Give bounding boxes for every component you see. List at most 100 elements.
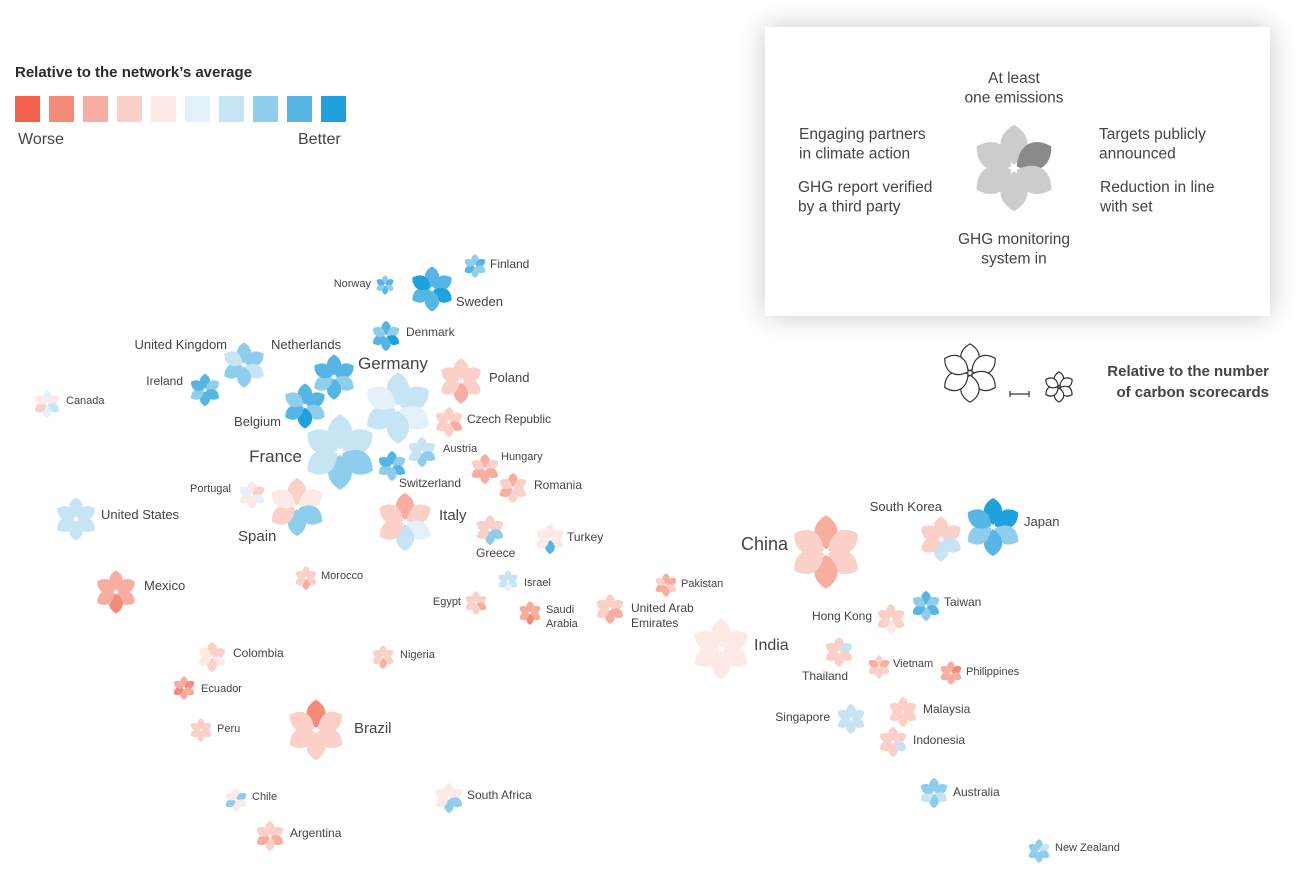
scale-swatch-10	[321, 96, 346, 122]
flower-canada-petal-5	[34, 403, 47, 413]
flower-ireland-petal-6	[190, 380, 204, 391]
label-morocco: Morocco	[321, 570, 363, 582]
flower-portugal-petal-5	[239, 494, 252, 504]
flower-greece-petal-5	[476, 529, 490, 540]
flower-belgium	[285, 383, 325, 429]
flower-norway	[376, 275, 394, 295]
flower-malaysia	[889, 696, 917, 728]
flower-south-africa	[435, 782, 463, 814]
size-key-large-flower-petal-6	[944, 354, 969, 376]
label-united-kingdom: United Kingdom	[135, 337, 228, 352]
flower-chile-petal-6	[225, 792, 236, 801]
flower-philippines-petal-6	[940, 665, 951, 674]
flower-turkey-petal-2	[550, 529, 564, 540]
label-philippines: Philippines	[966, 666, 1020, 678]
label-united-arab-emirates: United Arab Emirates	[631, 601, 694, 630]
scale-swatch-8	[253, 96, 278, 122]
flower-japan-petal-2	[994, 509, 1019, 529]
flower-hungary-petal-2	[485, 459, 499, 470]
flower-singapore-petal-2	[851, 709, 865, 720]
flower-saudi-arabia-petal-5	[519, 612, 530, 621]
flower-united-kingdom-petal-2	[245, 351, 264, 367]
key-flower-petal-6	[976, 141, 1012, 171]
flower-united-states-petal-5	[57, 517, 75, 533]
flower-austria-petal-5	[408, 451, 422, 462]
flower-morocco-petal-5	[295, 577, 306, 586]
scale-swatch-6	[185, 96, 210, 122]
scale-better-label: Better	[298, 131, 341, 148]
flower-pakistan	[655, 573, 677, 597]
flower-peru-petal-2	[201, 722, 212, 731]
flower-colombia	[198, 641, 226, 673]
label-brazil: Brazil	[354, 720, 392, 737]
flower-singapore	[837, 703, 865, 735]
flower-hungary-petal-5	[471, 468, 485, 479]
flower-morocco	[295, 566, 317, 590]
label-australia: Australia	[953, 785, 1000, 799]
flower-india-petal-2	[722, 630, 748, 651]
key-petal-label-4: GHG monitoring system in	[958, 231, 1070, 267]
flower-new-zealand-petal-5	[1028, 850, 1039, 859]
flower-germany	[367, 372, 429, 444]
label-united-states: United States	[101, 507, 180, 522]
flower-singapore-petal-6	[837, 709, 851, 720]
label-hong-kong: Hong Kong	[812, 609, 872, 623]
flower-mexico-petal-6	[97, 578, 115, 594]
petal-key: At least one emissions Targets publicly ann…	[798, 70, 1215, 267]
flower-argentina-petal-2	[270, 826, 284, 837]
flower-belgium-petal-6	[285, 392, 304, 408]
flower-italy-petal-6	[379, 504, 404, 524]
flower-malaysia-petal-6	[889, 702, 903, 713]
flower-argentina-petal-5	[256, 835, 270, 846]
flower-india-petal-6	[694, 630, 720, 651]
label-finland: Finland	[490, 257, 529, 271]
flower-south-korea-petal-2	[942, 525, 961, 541]
scale-swatch-4	[117, 96, 142, 122]
label-denmark: Denmark	[406, 325, 456, 339]
flower-israel-petal-5	[498, 580, 508, 588]
label-portugal: Portugal	[190, 483, 231, 495]
label-colombia: Colombia	[233, 646, 284, 660]
flower-united-arab-emirates-petal-2	[610, 599, 624, 610]
flower-china-petal-2	[828, 529, 858, 554]
size-key-small-flower	[1045, 371, 1073, 403]
flower-thailand-petal-6	[825, 642, 839, 653]
flower-switzerland-petal-5	[378, 465, 392, 476]
flower-morocco-petal-6	[295, 570, 306, 579]
flower-germany-petal-6	[367, 386, 396, 410]
flower-poland-petal-5	[441, 379, 460, 395]
flower-switzerland-petal-6	[378, 456, 392, 467]
flower-finland	[464, 254, 486, 278]
label-malaysia: Malaysia	[923, 702, 971, 716]
key-flower	[976, 124, 1052, 212]
flower-greece-petal-6	[476, 520, 490, 531]
flower-poland-petal-6	[441, 367, 460, 383]
flower-turkey-petal-5	[536, 538, 550, 549]
flower-south-korea-petal-6	[921, 525, 940, 541]
label-switzerland: Switzerland	[399, 476, 461, 490]
flower-united-states-petal-6	[57, 505, 75, 521]
flower-egypt-petal-2	[476, 595, 487, 604]
flower-finland-petal-6	[464, 258, 475, 267]
flower-france-petal-5	[307, 450, 338, 475]
flower-canada	[34, 389, 60, 419]
label-singapore: Singapore	[775, 710, 830, 724]
label-thailand: Thailand	[802, 669, 848, 683]
flower-saudi-arabia-petal-2	[530, 605, 541, 614]
label-china: China	[741, 534, 789, 554]
flower-argentina	[256, 820, 284, 852]
flower-indonesia-petal-6	[879, 732, 893, 743]
flower-spain-petal-5	[271, 505, 296, 525]
flower-czech-republic-petal-2	[449, 412, 463, 423]
flower-austria-petal-2	[422, 442, 436, 453]
flower-singapore-petal-5	[837, 718, 851, 729]
flower-mexico	[97, 570, 135, 614]
label-poland: Poland	[489, 370, 529, 385]
color-scale	[15, 96, 346, 122]
flower-denmark-petal-5	[372, 335, 386, 346]
flower-spain	[271, 477, 323, 537]
flower-japan-petal-6	[967, 509, 992, 529]
flower-nigeria-petal-6	[372, 649, 383, 658]
flower-sweden-petal-2	[433, 275, 452, 291]
flower-poland-petal-2	[462, 367, 481, 383]
